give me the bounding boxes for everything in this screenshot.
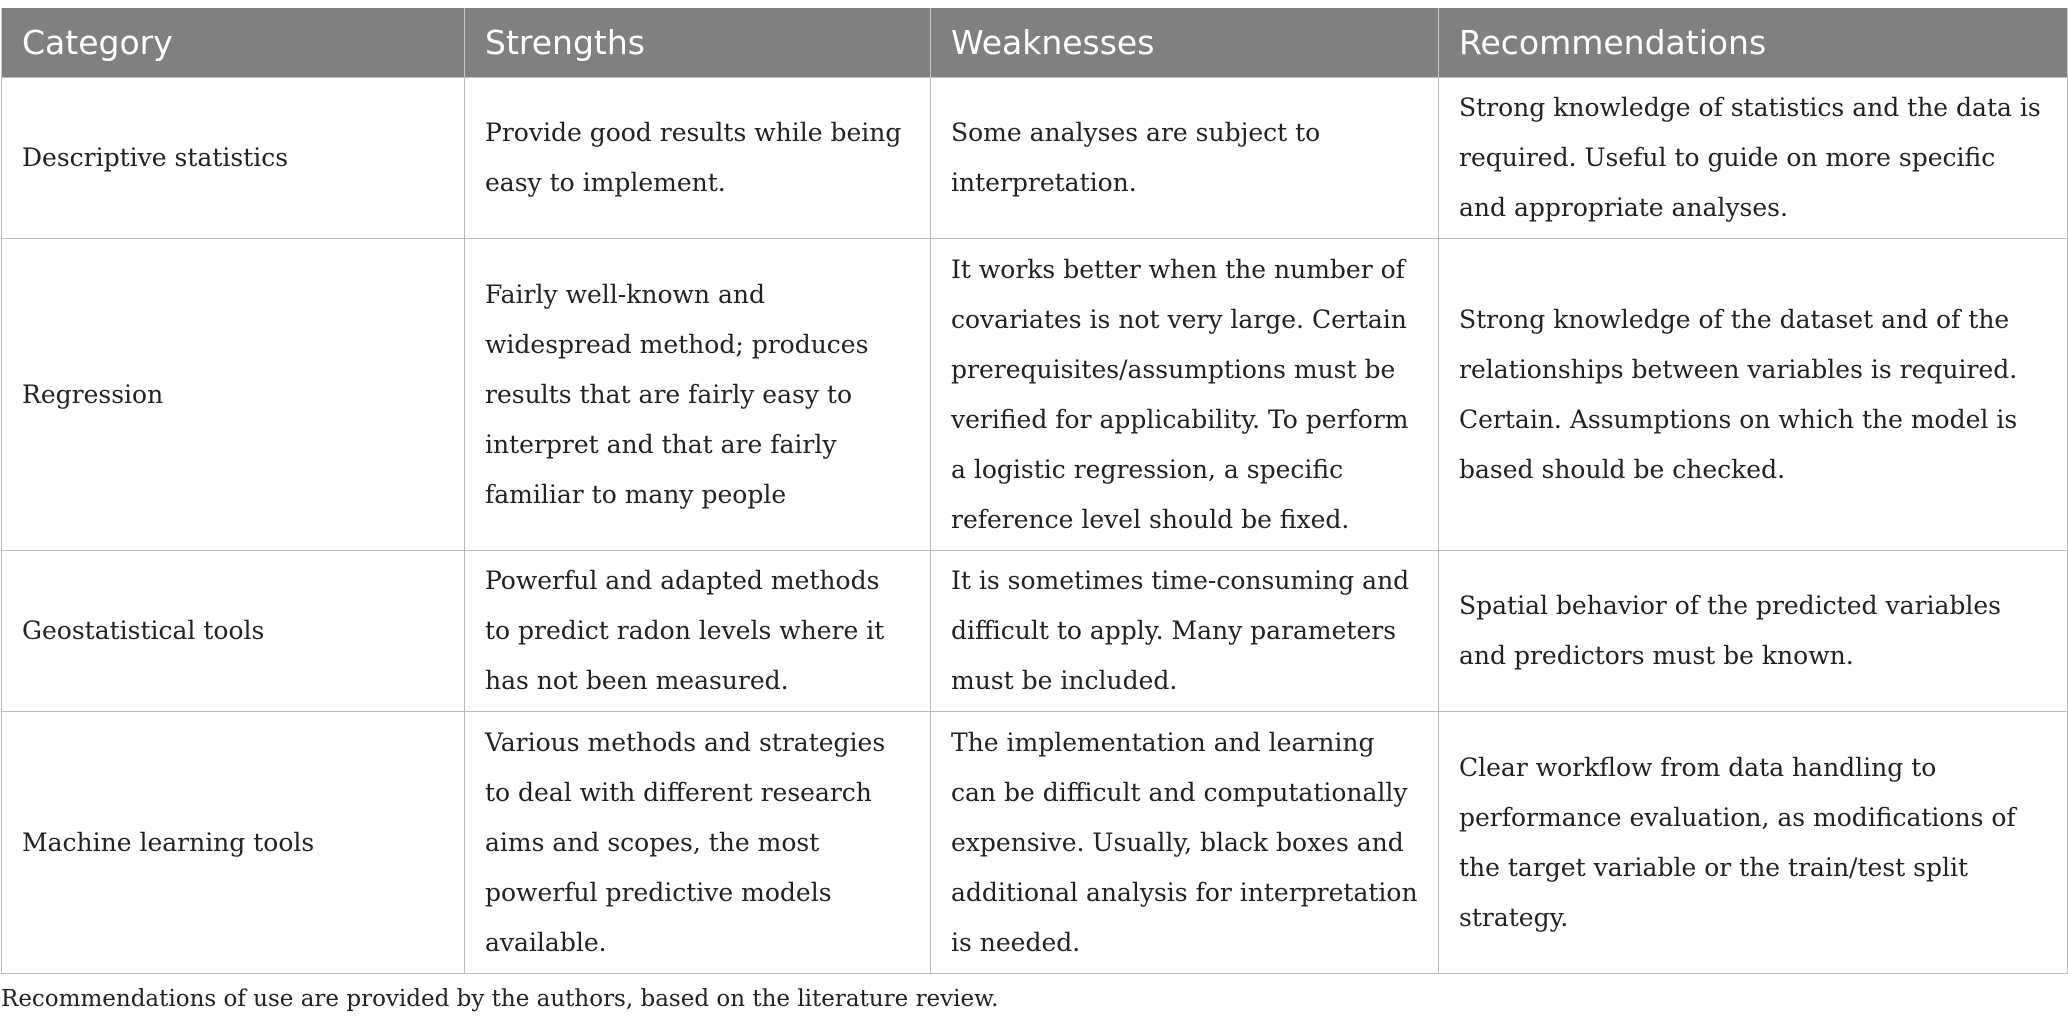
weaknesses-cell: It is sometimes time-consuming and diffi… [930, 550, 1439, 712]
table-row: Regression Fairly well-known and widespr… [1, 238, 2068, 551]
strengths-cell: Provide good results while being easy to… [464, 77, 931, 239]
table-row: Descriptive statistics Provide good resu… [1, 77, 2068, 239]
recommendations-cell: Strong knowledge of the dataset and of t… [1438, 238, 2068, 551]
table-row: Machine learning tools Various methods a… [1, 711, 2068, 974]
strengths-cell: Powerful and adapted methods to predict … [464, 550, 931, 712]
table-body: Descriptive statistics Provide good resu… [1, 77, 2068, 974]
header-row: Category Strengths Weaknesses Recommenda… [1, 8, 2068, 78]
weaknesses-cell: Some analyses are subject to interpretat… [930, 77, 1439, 239]
recommendations-cell: Clear workflow from data handling to per… [1438, 711, 2068, 974]
strengths-cell: Fairly well-known and widespread method;… [464, 238, 931, 551]
comparison-table: Category Strengths Weaknesses Recommenda… [1, 8, 2068, 974]
category-cell: Descriptive statistics [1, 77, 465, 239]
category-cell: Machine learning tools [1, 711, 465, 974]
recommendations-cell: Strong knowledge of statistics and the d… [1438, 77, 2068, 239]
strengths-cell: Various methods and strategies to deal w… [464, 711, 931, 974]
category-cell: Regression [1, 238, 465, 551]
header-weaknesses: Weaknesses [930, 8, 1439, 78]
weaknesses-cell: The implementation and learning can be d… [930, 711, 1439, 974]
table-header: Category Strengths Weaknesses Recommenda… [1, 8, 2068, 78]
weaknesses-cell: It works better when the number of covar… [930, 238, 1439, 551]
table-footnote: Recommendations of use are provided by t… [1, 986, 999, 1012]
category-cell: Geostatistical tools [1, 550, 465, 712]
header-category: Category [1, 8, 465, 78]
header-strengths: Strengths [464, 8, 931, 78]
recommendations-cell: Spatial behavior of the predicted variab… [1438, 550, 2068, 712]
table-row: Geostatistical tools Powerful and adapte… [1, 550, 2068, 712]
header-recommendations: Recommendations [1438, 8, 2068, 78]
